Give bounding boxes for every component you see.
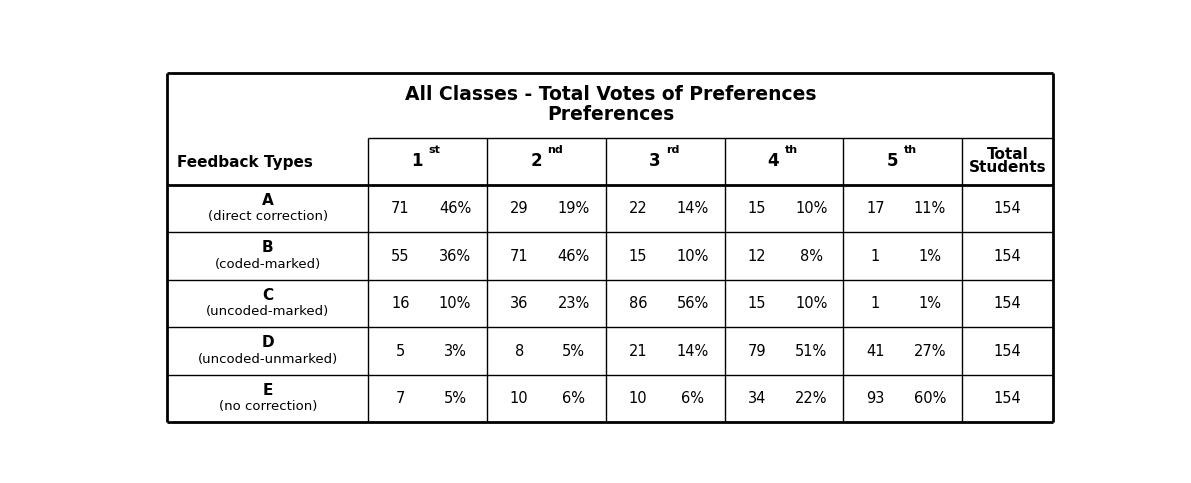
Text: 1: 1 bbox=[412, 152, 423, 170]
Text: (uncoded-unmarked): (uncoded-unmarked) bbox=[198, 353, 338, 366]
Text: 71: 71 bbox=[391, 201, 410, 216]
Text: 1%: 1% bbox=[918, 296, 942, 311]
Text: 46%: 46% bbox=[438, 201, 472, 216]
Text: (coded-marked): (coded-marked) bbox=[214, 258, 320, 270]
Text: 6%: 6% bbox=[681, 391, 704, 406]
Text: 3: 3 bbox=[649, 152, 661, 170]
Text: D: D bbox=[262, 335, 274, 351]
Text: 29: 29 bbox=[510, 201, 529, 216]
Text: 34: 34 bbox=[748, 391, 766, 406]
Text: 6%: 6% bbox=[562, 391, 585, 406]
Text: 55: 55 bbox=[391, 249, 410, 264]
Text: 36: 36 bbox=[510, 296, 529, 311]
Text: 22: 22 bbox=[629, 201, 647, 216]
Text: 154: 154 bbox=[993, 249, 1022, 264]
Text: 1: 1 bbox=[871, 249, 880, 264]
Text: Total: Total bbox=[987, 147, 1029, 162]
Text: 15: 15 bbox=[748, 296, 766, 311]
Text: C: C bbox=[262, 288, 274, 303]
Text: 5: 5 bbox=[886, 152, 898, 170]
Text: 1: 1 bbox=[871, 296, 880, 311]
Text: 86: 86 bbox=[629, 296, 647, 311]
Text: (direct correction): (direct correction) bbox=[207, 210, 328, 223]
Text: 93: 93 bbox=[866, 391, 885, 406]
Text: 79: 79 bbox=[747, 343, 766, 358]
Text: 21: 21 bbox=[629, 343, 647, 358]
Text: 154: 154 bbox=[993, 296, 1022, 311]
Text: 10%: 10% bbox=[796, 296, 828, 311]
Text: 5: 5 bbox=[395, 343, 405, 358]
Text: 154: 154 bbox=[993, 343, 1022, 358]
Text: 11%: 11% bbox=[913, 201, 946, 216]
Text: 2: 2 bbox=[530, 152, 542, 170]
Text: 60%: 60% bbox=[913, 391, 946, 406]
Text: 19%: 19% bbox=[557, 201, 590, 216]
Text: 22%: 22% bbox=[796, 391, 828, 406]
Text: (no correction): (no correction) bbox=[219, 400, 317, 413]
Text: (uncoded-marked): (uncoded-marked) bbox=[206, 305, 330, 318]
Text: 10: 10 bbox=[510, 391, 529, 406]
Text: 14%: 14% bbox=[676, 343, 709, 358]
Text: 56%: 56% bbox=[676, 296, 709, 311]
Text: A: A bbox=[262, 193, 274, 208]
Text: th: th bbox=[785, 145, 798, 155]
Text: 154: 154 bbox=[993, 201, 1022, 216]
Text: 15: 15 bbox=[748, 201, 766, 216]
Text: Preferences: Preferences bbox=[547, 105, 674, 124]
Text: E: E bbox=[263, 383, 273, 398]
Text: 5%: 5% bbox=[562, 343, 585, 358]
Text: 154: 154 bbox=[993, 391, 1022, 406]
Text: 8: 8 bbox=[515, 343, 524, 358]
Text: Students: Students bbox=[969, 160, 1047, 175]
Text: 8%: 8% bbox=[800, 249, 823, 264]
Text: 17: 17 bbox=[866, 201, 885, 216]
Text: 10: 10 bbox=[629, 391, 647, 406]
Text: 10%: 10% bbox=[438, 296, 472, 311]
Text: rd: rd bbox=[666, 145, 680, 155]
Text: 15: 15 bbox=[629, 249, 647, 264]
Text: 23%: 23% bbox=[557, 296, 590, 311]
Text: 71: 71 bbox=[510, 249, 529, 264]
Text: 3%: 3% bbox=[443, 343, 467, 358]
Text: 16: 16 bbox=[391, 296, 410, 311]
Text: Feedback Types: Feedback Types bbox=[176, 156, 312, 170]
Text: 41: 41 bbox=[866, 343, 885, 358]
Text: th: th bbox=[904, 145, 917, 155]
Text: 27%: 27% bbox=[913, 343, 947, 358]
Text: st: st bbox=[429, 145, 441, 155]
Text: All Classes - Total Votes of Preferences: All Classes - Total Votes of Preferences bbox=[405, 85, 816, 104]
Text: 5%: 5% bbox=[443, 391, 467, 406]
Text: 7: 7 bbox=[395, 391, 405, 406]
Text: 10%: 10% bbox=[676, 249, 709, 264]
Text: 1%: 1% bbox=[918, 249, 942, 264]
Text: 10%: 10% bbox=[796, 201, 828, 216]
Text: 36%: 36% bbox=[439, 249, 472, 264]
Text: 46%: 46% bbox=[557, 249, 590, 264]
Text: nd: nd bbox=[548, 145, 563, 155]
Text: 4: 4 bbox=[768, 152, 779, 170]
Text: 51%: 51% bbox=[796, 343, 828, 358]
Text: 12: 12 bbox=[747, 249, 766, 264]
Text: B: B bbox=[262, 241, 274, 256]
Text: 14%: 14% bbox=[676, 201, 709, 216]
